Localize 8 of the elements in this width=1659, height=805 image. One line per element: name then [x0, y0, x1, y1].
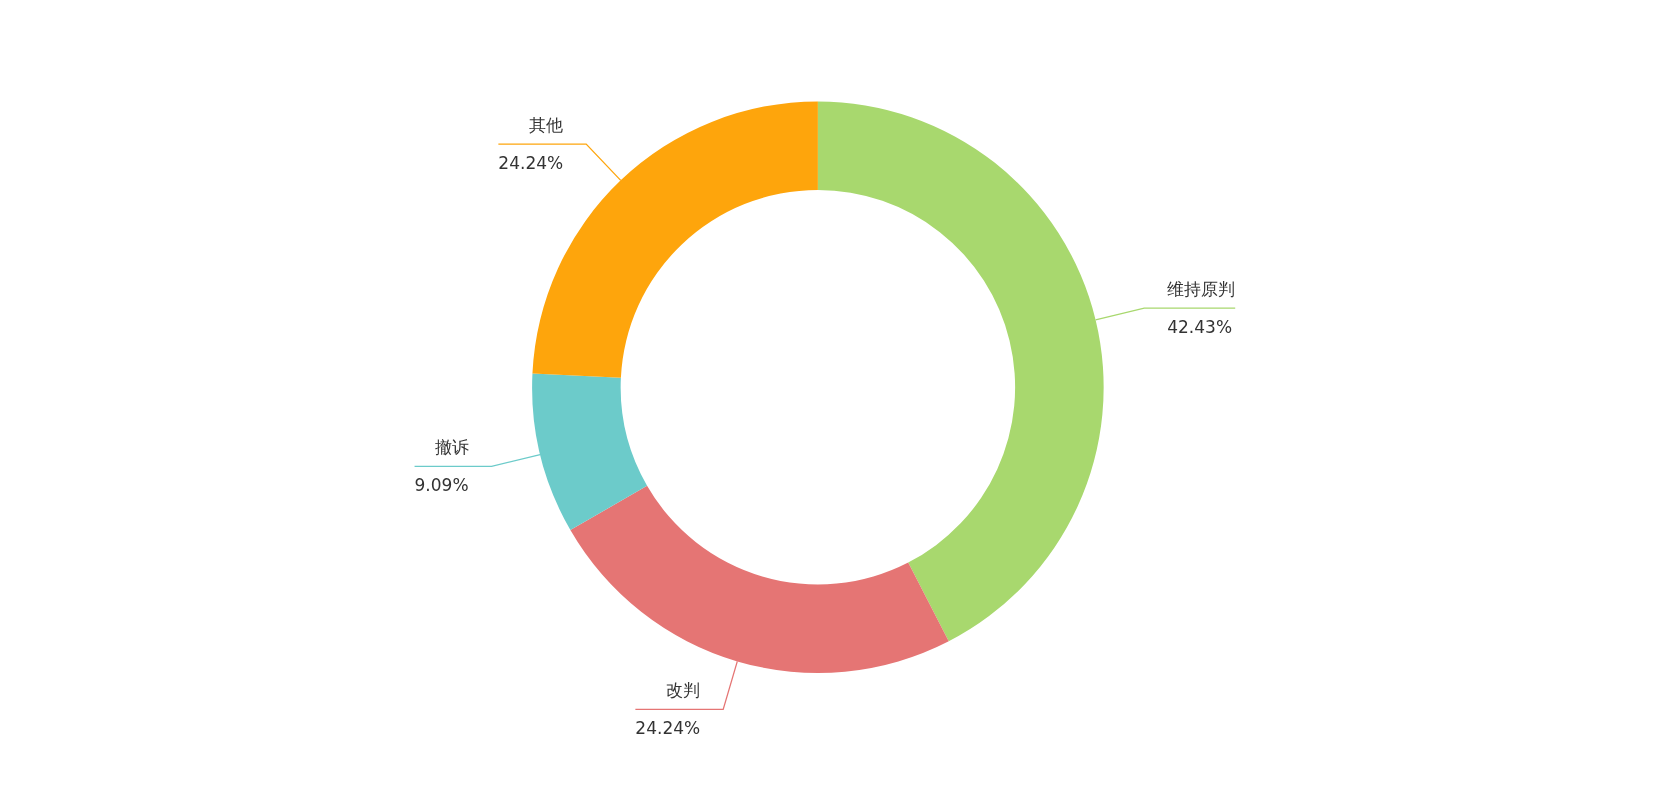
slice-label: 维持原判: [1167, 279, 1236, 300]
data-label: 24.24%: [498, 153, 564, 174]
data-label: 42.43%: [1167, 317, 1233, 338]
slice-label: 撤诉: [434, 437, 469, 458]
data-label: 24.24%: [635, 718, 701, 739]
data-label: 9.09%: [414, 475, 469, 496]
slice-label: 其他: [529, 115, 564, 136]
slice-label: 改判: [666, 680, 701, 701]
